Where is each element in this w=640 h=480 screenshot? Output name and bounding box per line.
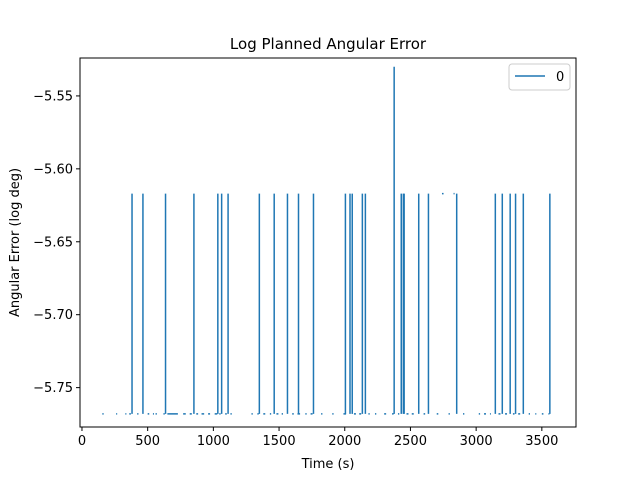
y-axis: −5.55 −5.60 −5.65 −5.70 −5.75	[33, 89, 80, 396]
x-tick-label: 2500	[394, 434, 427, 449]
x-tick-label: 1500	[263, 434, 296, 449]
legend: 0	[508, 63, 571, 91]
y-tick-label: −5.60	[33, 162, 73, 177]
chart-title: Log Planned Angular Error	[230, 35, 427, 53]
x-axis: 0 500 1000 1500 2000 2500 3000 3500	[78, 427, 558, 449]
x-tick-label: 3500	[525, 434, 558, 449]
y-tick-label: −5.75	[33, 381, 73, 396]
x-tick-label: 1000	[197, 434, 230, 449]
x-tick-label: 2000	[328, 434, 361, 449]
plot-area	[102, 66, 551, 415]
y-tick-label: −5.70	[33, 308, 73, 323]
y-tick-label: −5.65	[33, 235, 73, 250]
x-tick-label: 3000	[460, 434, 493, 449]
y-axis-label: Angular Error (log deg)	[8, 168, 23, 317]
legend-label: 0	[556, 70, 564, 85]
legend-box	[508, 63, 571, 91]
x-tick-label: 0	[78, 434, 86, 449]
x-axis-label: Time (s)	[301, 457, 355, 472]
plot-frame	[79, 57, 577, 428]
y-tick-label: −5.55	[33, 89, 73, 104]
x-tick-label: 500	[135, 434, 160, 449]
